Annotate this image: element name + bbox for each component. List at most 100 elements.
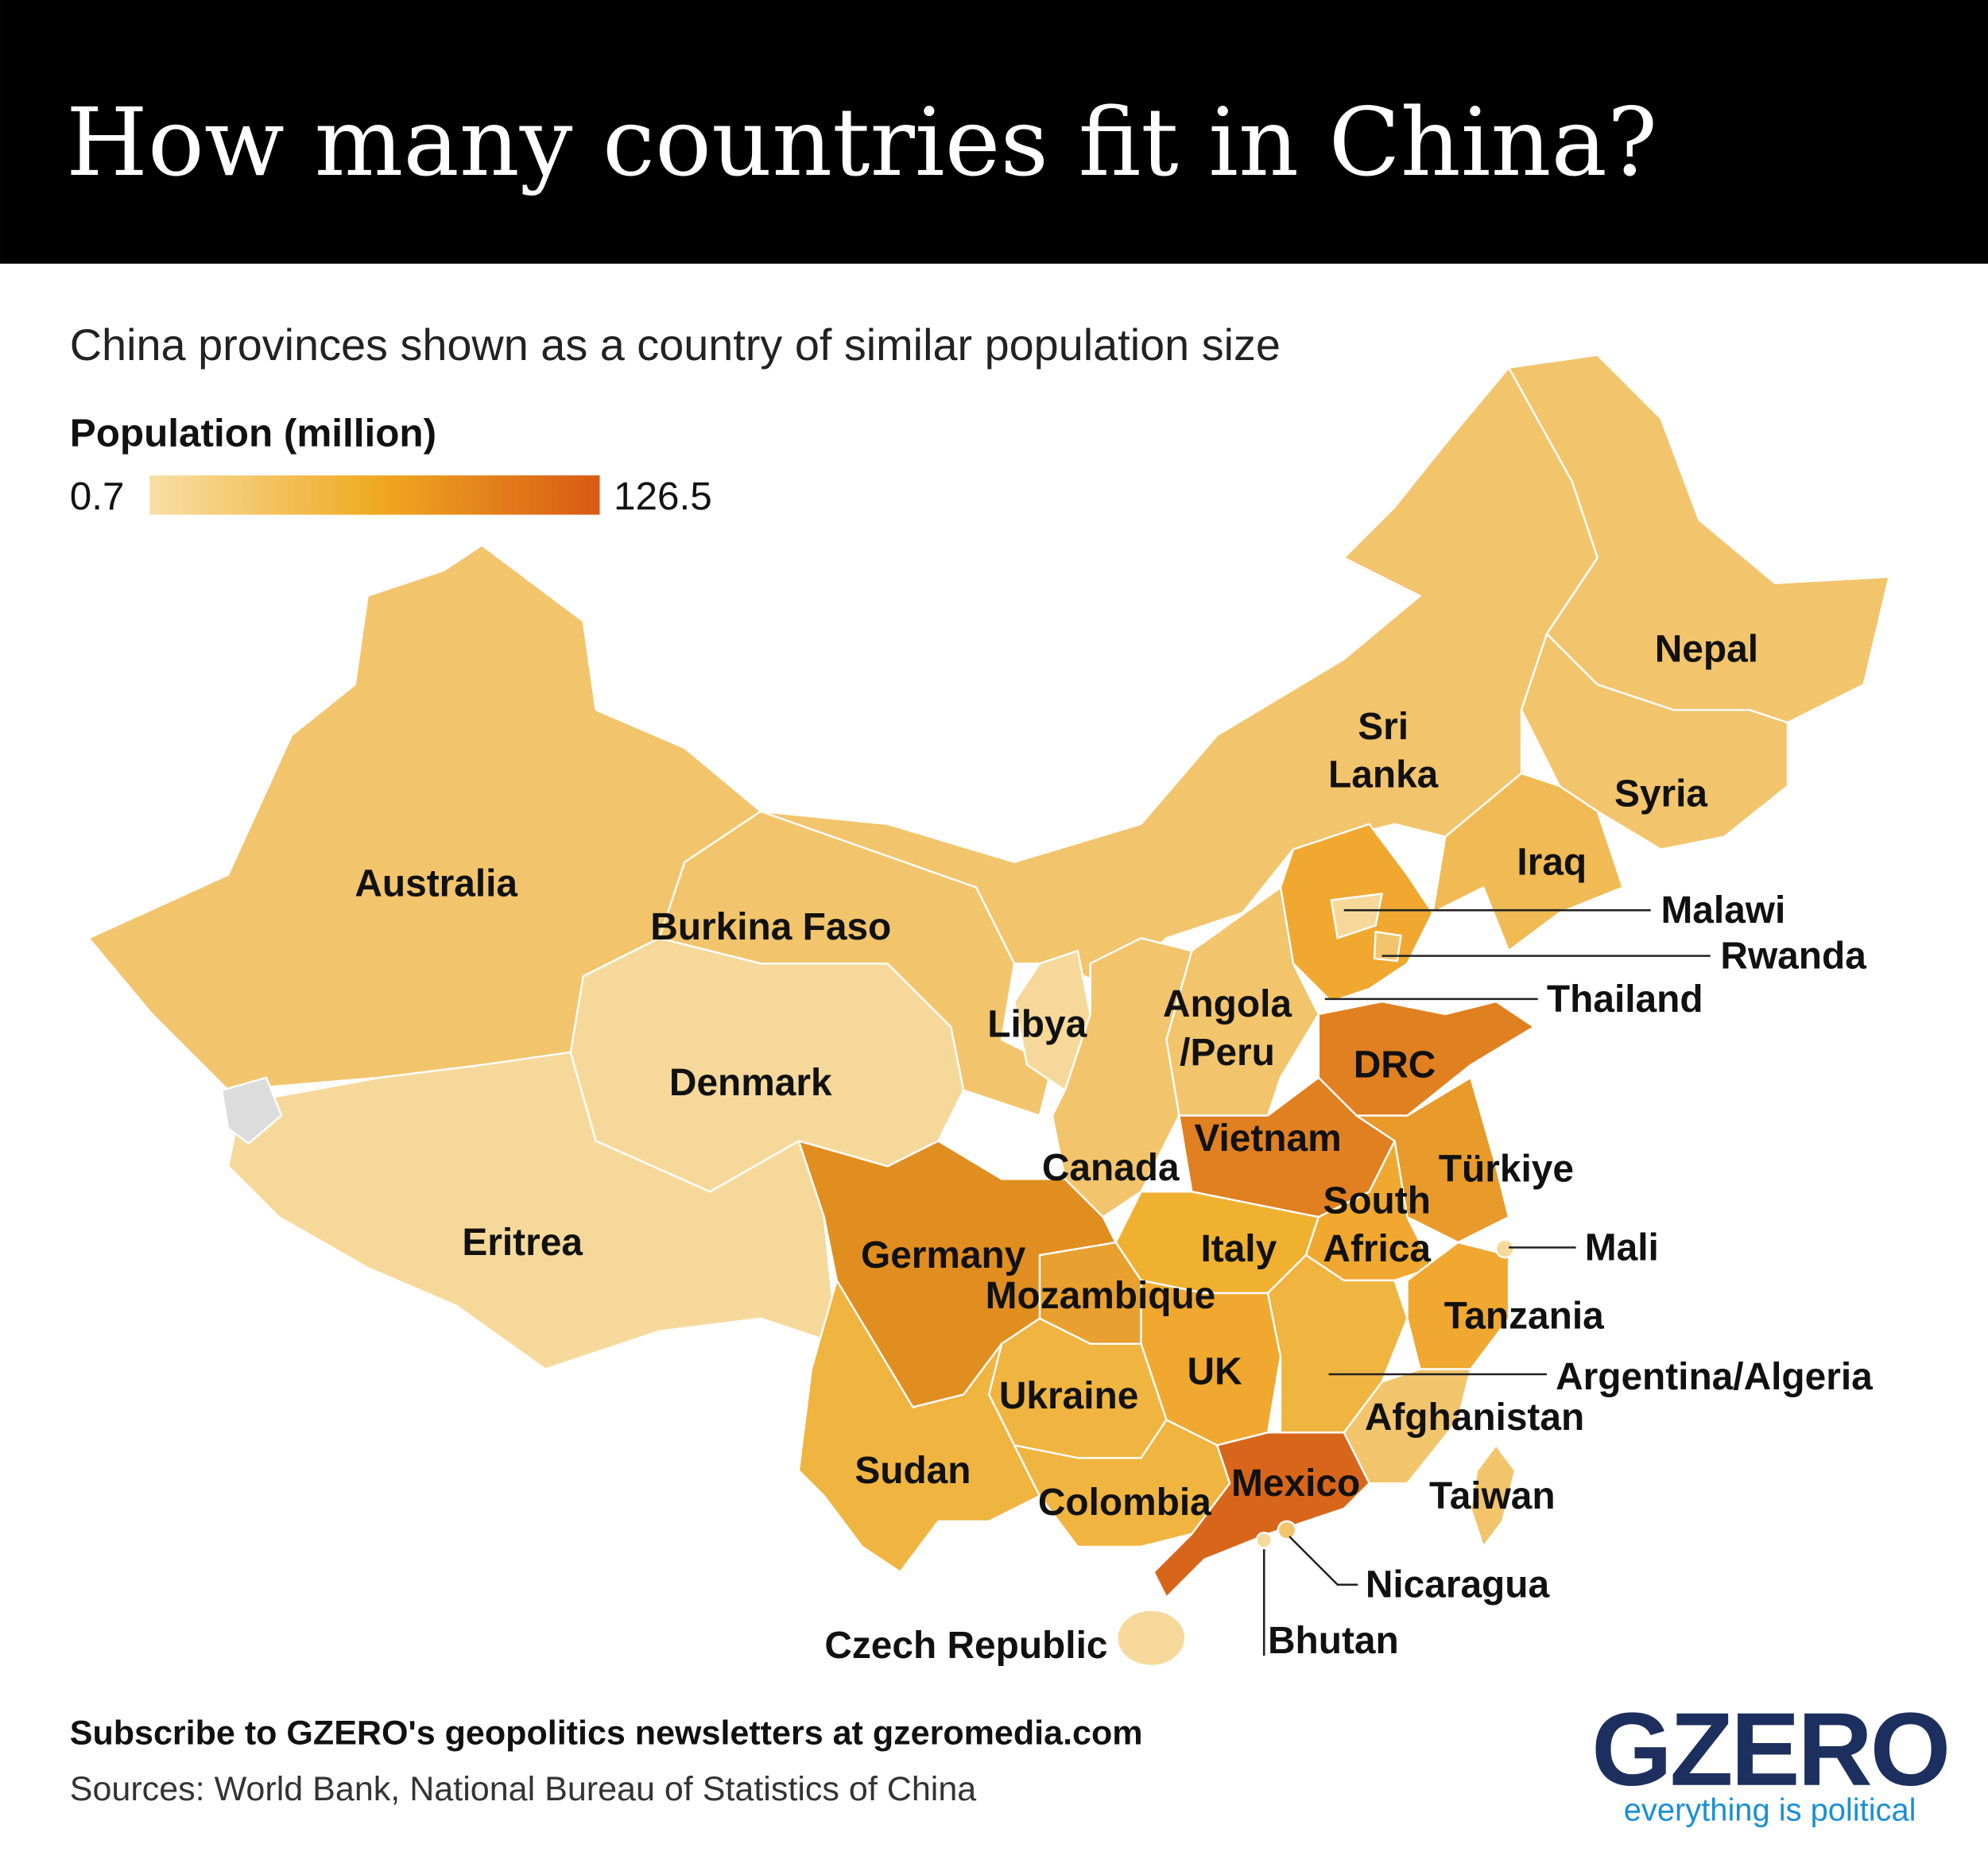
map-label-line: Canada [1042,1147,1180,1189]
map-label-line: Argentina/Algeria [1556,1356,1873,1398]
footer-subscribe: Subscribe to GZERO's geopolitics newslet… [70,1714,1143,1753]
map-label-line: Ukraine [999,1375,1138,1417]
legend-max: 126.5 [614,475,712,518]
map-label-line: Africa [1323,1228,1431,1270]
province [1432,772,1624,952]
map-label-line: Taiwan [1429,1475,1556,1517]
map-label-line: Nicaragua [1366,1564,1550,1606]
map-label-line: Eritrea [462,1222,583,1264]
map-label: Eritrea [462,1222,583,1264]
map-label: Rwanda [1720,936,1866,978]
map-label-line: South [1323,1180,1430,1222]
logo-tagline: everything is political [1624,1792,1916,1827]
map-label-line: Rwanda [1720,936,1866,978]
legend-title: Population (million) [70,411,436,455]
map-label-line: Colombia [1038,1482,1211,1524]
map-label-line: Tanzania [1444,1296,1604,1338]
map-label: Sudan [854,1450,971,1492]
map-label-line: Libya [987,1004,1087,1046]
map-label: UK [1187,1351,1242,1393]
map-label: DRC [1354,1044,1436,1087]
map-label: Nepal [1655,629,1758,671]
map-label-line: Mexico [1231,1462,1360,1505]
map-label: Iraq [1517,842,1587,884]
map-label-line: Italy [1200,1228,1277,1270]
map-label: Argentina/Algeria [1556,1356,1873,1398]
map-label-line: Czech Republic [824,1625,1107,1667]
map-label: Czech Republic [824,1625,1107,1667]
map-label: Sri Lanka [1328,706,1439,796]
map-label: Nicaragua [1366,1564,1550,1606]
footer-sources: Sources: World Bank, National Bureau of … [70,1770,977,1808]
province [220,1076,283,1145]
province [1051,937,1193,1218]
map-label-line: Sri [1358,706,1409,748]
map-labels: Australia Burkina Faso Denmark Eritrea Libya… [355,629,1873,1668]
map-label: Angola/Peru [1163,983,1292,1074]
map-label-line: Malawi [1661,889,1785,932]
map-label: Germany [861,1234,1026,1276]
map-label: Bhutan [1268,1620,1399,1662]
map-label: Vietnam [1194,1118,1341,1160]
province [1266,1253,1409,1434]
map-label-line: Bhutan [1268,1620,1399,1662]
leader-line [1289,1536,1358,1586]
map-label: Afghanistan [1365,1397,1584,1439]
province [1330,893,1383,939]
map-label-line: Australia [355,863,517,905]
map-label: Syria [1614,773,1707,815]
map-label: Taiwan [1429,1475,1556,1517]
map-label-line: Thailand [1547,978,1703,1021]
province [1153,1431,1370,1598]
map-label: Italy [1200,1228,1277,1270]
map-label-line: Türkiye [1439,1149,1574,1191]
map-label: Türkiye [1439,1149,1574,1191]
map-label: Libya [987,1004,1087,1046]
province [797,1279,1041,1573]
map-label-line: Burkina Faso [650,906,891,948]
province [1255,1532,1273,1549]
map-label: Thailand [1547,978,1703,1021]
map-label: Malawi [1661,889,1785,932]
province [1116,1609,1187,1668]
map-label-line: Nepal [1655,629,1758,671]
map-label-line: Lanka [1328,753,1439,796]
map-label: Mozambique [986,1275,1216,1317]
map-label: Tanzania [1444,1296,1604,1338]
header-band [0,0,1988,264]
map-label-line: /Peru [1180,1032,1275,1074]
province [1470,1444,1517,1548]
map-label-line: Sudan [854,1450,971,1492]
map-label: Mexico [1231,1462,1360,1505]
map-label: Colombia [1038,1482,1211,1524]
map-label-line: UK [1187,1351,1242,1393]
map-label-line: Iraq [1517,842,1587,884]
province [1343,1368,1472,1485]
map-label-line: Germany [861,1234,1026,1276]
legend-gradient [149,475,600,515]
province [1373,931,1402,963]
map-label-line: Vietnam [1194,1118,1341,1160]
map-label: Burkina Faso [650,906,891,948]
map-label-line: Mozambique [986,1275,1216,1317]
map-label: Mali [1585,1226,1659,1269]
map-label-line: Angola [1163,983,1292,1025]
legend-min: 0.7 [70,475,125,518]
map-label: South Africa [1323,1180,1431,1270]
map-label-line: Afghanistan [1365,1397,1584,1439]
map-label: Canada [1042,1147,1180,1189]
map-label-line: Denmark [669,1062,832,1104]
title: How many countries fit in China? [66,87,1657,197]
province [1494,1238,1515,1259]
province [1406,1241,1510,1370]
map [87,354,1890,1668]
logo: GZERO [1591,1691,1948,1807]
map-label: Ukraine [999,1375,1138,1417]
subtitle: China provinces shown as a country of si… [70,320,1281,370]
map-label-line: DRC [1354,1044,1436,1087]
map-label: Australia [355,863,517,905]
map-label: Denmark [669,1062,832,1104]
map-label-line: Syria [1614,773,1707,815]
